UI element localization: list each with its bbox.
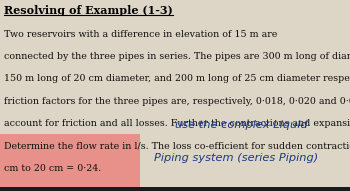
Text: Determine the flow rate in l/s. The loss co-efficient for sudden contraction fro: Determine the flow rate in l/s. The loss… [4, 141, 350, 150]
Text: connected by the three pipes in series. The pipes are 300 m long of diameter 30 : connected by the three pipes in series. … [4, 52, 350, 61]
Bar [0, 187, 350, 191]
Text: Resolving of Example (1-3): Resolving of Example (1-3) [4, 5, 172, 16]
Text: use the complex Liquid: use the complex Liquid [175, 120, 308, 130]
Text: cm to 20 cm = 0·24.: cm to 20 cm = 0·24. [4, 164, 101, 173]
Text: account for friction and all losses. Further the contractions and expansions are: account for friction and all losses. Fur… [4, 119, 350, 128]
Text: friction factors for the three pipes are, respectively, 0·018, 0·020 and 0·019, : friction factors for the three pipes are… [4, 97, 350, 106]
Text: Piping system (series Piping): Piping system (series Piping) [154, 153, 318, 163]
Text: Two reservoirs with a difference in elevation of 15 m are: Two reservoirs with a difference in elev… [4, 30, 277, 39]
Bar [0, 134, 140, 191]
Text: 150 m long of 20 cm diameter, and 200 m long of 25 cm diameter respectively. The: 150 m long of 20 cm diameter, and 200 m … [4, 74, 350, 83]
